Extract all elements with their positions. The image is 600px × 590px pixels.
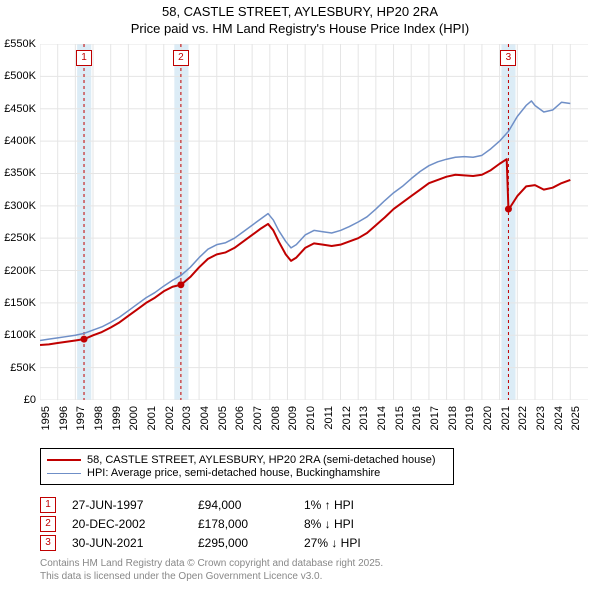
x-tick-label: 2000 — [128, 406, 140, 430]
x-tick-label: 2004 — [199, 406, 211, 430]
event-marker: 3 — [500, 50, 516, 66]
legend-label: HPI: Average price, semi-detached house,… — [87, 467, 380, 479]
x-tick-label: 1999 — [111, 406, 123, 430]
purchase-row: 1 27-JUN-1997 £94,000 1% ↑ HPI — [40, 497, 580, 513]
legend-swatch — [47, 459, 81, 461]
y-tick-label: £250K — [4, 232, 36, 244]
purchase-marker: 2 — [40, 516, 56, 532]
x-tick-label: 1995 — [40, 406, 52, 430]
legend-swatch — [47, 473, 81, 474]
x-tick-label: 2005 — [217, 406, 229, 430]
x-tick-label: 2017 — [429, 406, 441, 430]
legend-label: 58, CASTLE STREET, AYLESBURY, HP20 2RA (… — [87, 454, 436, 466]
legend-row: HPI: Average price, semi-detached house,… — [47, 467, 447, 479]
purchase-price: £94,000 — [198, 498, 288, 512]
y-axis-labels: £0£50K£100K£150K£200K£250K£300K£350K£400… — [0, 44, 40, 400]
chart-container: 58, CASTLE STREET, AYLESBURY, HP20 2RA P… — [0, 0, 600, 590]
x-tick-label: 2016 — [411, 406, 423, 430]
x-tick-label: 2018 — [447, 406, 459, 430]
x-tick-label: 2014 — [376, 406, 388, 430]
x-tick-label: 2022 — [517, 406, 529, 430]
attribution-line1: Contains HM Land Registry data © Crown c… — [40, 558, 383, 571]
y-tick-label: £350K — [4, 167, 36, 179]
x-tick-label: 2023 — [535, 406, 547, 430]
x-tick-label: 2010 — [305, 406, 317, 430]
event-marker: 2 — [173, 50, 189, 66]
x-tick-label: 2003 — [181, 406, 193, 430]
x-tick-label: 2021 — [500, 406, 512, 430]
purchase-date: 30-JUN-2021 — [72, 536, 182, 550]
purchase-list: 1 27-JUN-1997 £94,000 1% ↑ HPI 2 20-DEC-… — [40, 494, 580, 554]
purchase-hpi: 8% ↓ HPI — [304, 517, 434, 531]
title-line2: Price paid vs. HM Land Registry's House … — [0, 21, 600, 38]
x-tick-label: 2012 — [341, 406, 353, 430]
legend-row: 58, CASTLE STREET, AYLESBURY, HP20 2RA (… — [47, 454, 447, 466]
y-tick-label: £200K — [4, 265, 36, 277]
y-tick-label: £150K — [4, 297, 36, 309]
legend: 58, CASTLE STREET, AYLESBURY, HP20 2RA (… — [40, 448, 454, 485]
x-tick-label: 2025 — [570, 406, 582, 430]
x-tick-label: 2002 — [164, 406, 176, 430]
attribution-line2: This data is licensed under the Open Gov… — [40, 571, 383, 584]
purchase-marker: 3 — [40, 535, 56, 551]
purchase-row: 3 30-JUN-2021 £295,000 27% ↓ HPI — [40, 535, 580, 551]
x-tick-label: 2009 — [287, 406, 299, 430]
x-tick-label: 2013 — [358, 406, 370, 430]
attribution: Contains HM Land Registry data © Crown c… — [40, 558, 383, 583]
x-tick-label: 2007 — [252, 406, 264, 430]
y-tick-label: £100K — [4, 329, 36, 341]
x-tick-label: 2015 — [394, 406, 406, 430]
title-line1: 58, CASTLE STREET, AYLESBURY, HP20 2RA — [0, 4, 600, 21]
x-axis-labels: 1995 1996 1997 1998 1999 2000 2001 2002 2003 2004… — [40, 400, 588, 450]
y-tick-label: £500K — [4, 70, 36, 82]
purchase-row: 2 20-DEC-2002 £178,000 8% ↓ HPI — [40, 516, 580, 532]
x-tick-label: 2020 — [482, 406, 494, 430]
purchase-price: £295,000 — [198, 536, 288, 550]
plot-area: 1 2 3 — [40, 44, 588, 400]
x-tick-label: 2024 — [553, 406, 565, 430]
y-tick-label: £300K — [4, 200, 36, 212]
x-tick-label: 2006 — [234, 406, 246, 430]
y-tick-label: £550K — [4, 38, 36, 50]
purchase-date: 20-DEC-2002 — [72, 517, 182, 531]
x-tick-label: 1996 — [58, 406, 70, 430]
y-tick-label: £400K — [4, 135, 36, 147]
event-marker: 1 — [76, 50, 92, 66]
purchase-date: 27-JUN-1997 — [72, 498, 182, 512]
chart-title: 58, CASTLE STREET, AYLESBURY, HP20 2RA P… — [0, 0, 600, 38]
purchase-price: £178,000 — [198, 517, 288, 531]
x-tick-label: 2011 — [323, 406, 335, 430]
y-tick-label: £50K — [10, 362, 36, 374]
purchase-marker: 1 — [40, 497, 56, 513]
x-tick-label: 1998 — [93, 406, 105, 430]
purchase-hpi: 1% ↑ HPI — [304, 498, 434, 512]
y-tick-label: £0 — [24, 394, 36, 406]
x-tick-label: 2019 — [464, 406, 476, 430]
purchase-hpi: 27% ↓ HPI — [304, 536, 434, 550]
plot-svg — [40, 44, 588, 400]
x-tick-label: 2001 — [146, 406, 158, 430]
y-tick-label: £450K — [4, 103, 36, 115]
x-tick-label: 1997 — [75, 406, 87, 430]
x-tick-label: 2008 — [270, 406, 282, 430]
